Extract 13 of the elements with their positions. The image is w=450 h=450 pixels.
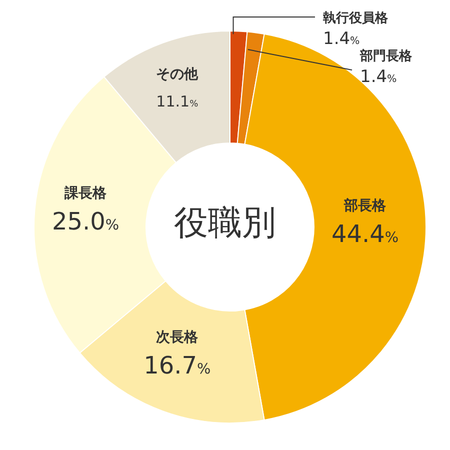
slice-label: 次長格 [156,330,200,346]
slice-label: 課長格 [64,184,108,202]
data-label: 1.4% [323,29,360,49]
slice-label: 部長格 [343,197,387,214]
data-label: 1.4% [360,67,398,87]
data-label: 44.4% [331,220,399,248]
data-label: 11.1% [156,92,199,110]
data-label: 16.7% [144,352,211,380]
data-label: 25.0% [52,208,120,236]
text: 役職別 [174,203,276,243]
slice-label: その他 [156,66,200,82]
slice-label: 部門長格 [359,48,413,64]
slice-label: 執行役員格 [322,11,389,26]
